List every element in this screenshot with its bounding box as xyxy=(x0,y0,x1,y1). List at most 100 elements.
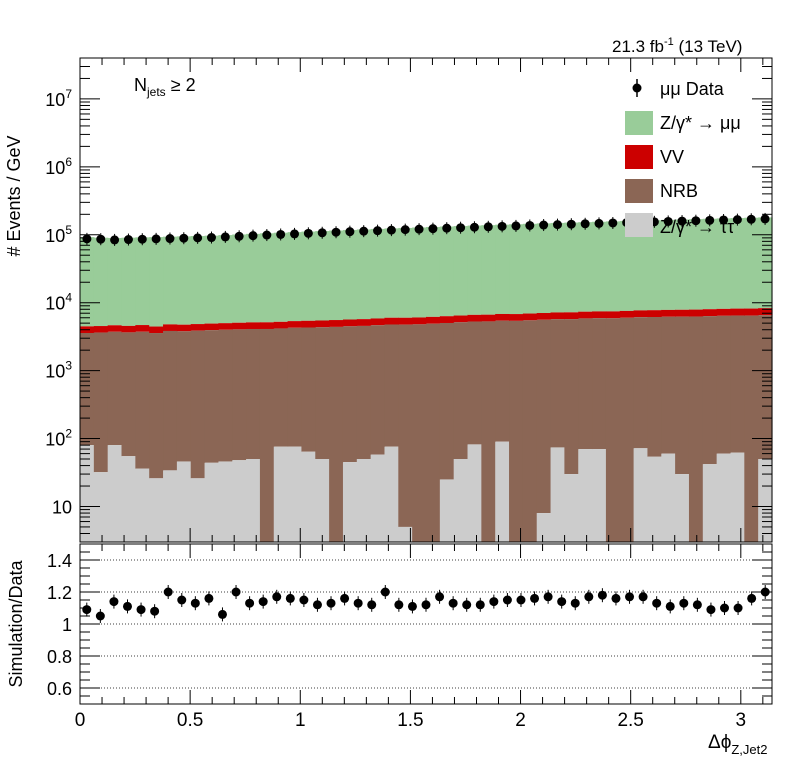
bar-nrb xyxy=(176,331,192,462)
bar-vv xyxy=(467,314,482,322)
bar-zmm xyxy=(190,236,206,325)
y-tick-label: 104 xyxy=(45,291,72,314)
bar-ztt xyxy=(246,459,261,542)
bar-zmm xyxy=(204,235,219,324)
legend-entry-vv: VV xyxy=(625,145,684,169)
ratio-point xyxy=(380,587,390,597)
bar-zmm xyxy=(744,217,759,309)
data-point xyxy=(123,235,133,245)
ratio-point xyxy=(584,592,594,602)
bar-zmm xyxy=(163,236,178,325)
data-point xyxy=(760,214,770,224)
bar-ztt xyxy=(273,446,289,542)
bar-zmm xyxy=(356,229,372,320)
bar-nrb xyxy=(384,324,399,447)
ratio-point xyxy=(516,595,526,605)
bar-ztt xyxy=(675,474,690,542)
ratio-point xyxy=(665,601,675,611)
bar-zmm xyxy=(688,219,704,310)
ratio-point xyxy=(502,595,512,605)
ratio-point xyxy=(489,597,499,607)
data-point xyxy=(165,234,175,244)
bar-vv xyxy=(481,314,496,322)
bar-vv xyxy=(121,325,136,333)
bar-nrb xyxy=(218,329,233,462)
bar-nrb xyxy=(93,332,109,473)
legend-swatch-nrb xyxy=(625,179,653,203)
ratio-y-tick-label: 1.4 xyxy=(47,551,72,571)
data-point xyxy=(483,222,493,232)
data-point xyxy=(262,230,272,240)
bar-nrb xyxy=(398,324,413,527)
bar-zmm xyxy=(426,226,441,317)
ratio-y-axis: 0.6 0.8 1 1.2 1.4 xyxy=(47,543,772,705)
ratio-gridlines xyxy=(80,559,772,689)
x-tick-label: 0 xyxy=(75,710,86,731)
bar-ztt xyxy=(578,449,593,542)
legend-label-zmm: Z/γ* → μμ xyxy=(660,113,741,133)
bar-zmm xyxy=(633,220,649,311)
ratio-point xyxy=(177,595,187,605)
bar-nrb xyxy=(758,315,773,459)
bar-nrb xyxy=(329,326,344,542)
data-point xyxy=(691,216,701,226)
data-points xyxy=(82,212,770,246)
y-tick-label: 106 xyxy=(45,155,72,178)
bar-zmm xyxy=(592,221,607,312)
data-point xyxy=(193,233,203,243)
bar-ztt xyxy=(190,478,206,542)
bar-vv xyxy=(522,313,538,321)
data-point xyxy=(719,215,729,225)
legend-swatch-zmm xyxy=(625,111,653,135)
bar-ztt xyxy=(315,459,330,542)
bar-vv xyxy=(190,324,206,331)
data-point xyxy=(511,221,521,231)
bar-nrb xyxy=(744,315,759,542)
bar-zmm xyxy=(730,218,745,309)
x-tick-label: 3 xyxy=(736,710,747,731)
data-point xyxy=(428,224,438,234)
ratio-point xyxy=(150,606,160,616)
bar-zmm xyxy=(80,237,95,327)
bar-ztt xyxy=(342,462,358,542)
bar-vv xyxy=(619,310,635,318)
data-point xyxy=(331,227,341,237)
legend-entry-ztt: Z/γ* → ττ xyxy=(625,213,734,237)
bar-ztt xyxy=(398,526,413,542)
bar-ztt xyxy=(121,456,136,542)
bar-zmm xyxy=(218,235,233,324)
bar-zmm xyxy=(287,232,303,322)
ratio-point xyxy=(652,598,662,608)
bar-nrb xyxy=(80,332,95,446)
bar-zmm xyxy=(509,224,524,315)
bar-zmm xyxy=(564,222,579,313)
bar-ztt xyxy=(93,472,109,542)
bar-nrb xyxy=(605,318,621,542)
bar-vv xyxy=(287,321,303,328)
bar-zmm xyxy=(398,227,413,318)
data-point xyxy=(705,215,715,225)
data-point xyxy=(552,220,562,230)
y-tick-label: 107 xyxy=(45,87,72,110)
bar-nrb xyxy=(619,317,635,542)
bar-zmm xyxy=(135,237,150,326)
bar-vv xyxy=(398,317,413,325)
ratio-point xyxy=(109,597,119,607)
bar-zmm xyxy=(246,233,261,323)
y-tick-label: 10 xyxy=(52,497,72,517)
bar-vv xyxy=(661,309,676,317)
data-point xyxy=(345,227,355,237)
bar-zmm xyxy=(107,237,123,326)
bar-ztt xyxy=(439,479,455,542)
bar-zmm xyxy=(412,227,427,318)
ratio-point xyxy=(367,600,377,610)
data-point xyxy=(746,214,756,224)
ratio-point xyxy=(82,605,92,615)
data-point xyxy=(276,229,286,239)
bar-zmm xyxy=(315,231,330,321)
bar-vv xyxy=(426,316,441,324)
bar-nrb xyxy=(688,316,704,542)
bar-nrb xyxy=(259,328,275,542)
bar-zmm xyxy=(329,230,344,321)
bar-vv xyxy=(301,320,316,328)
